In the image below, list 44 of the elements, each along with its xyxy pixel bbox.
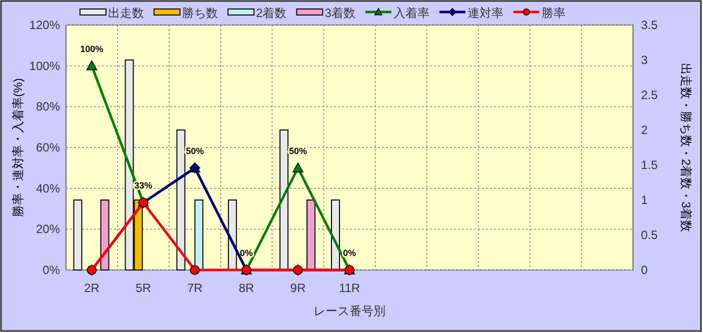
y-axis-title: 勝率・連対率・入着率(%) [11, 78, 25, 217]
data-label: 50% [288, 146, 307, 156]
bar [176, 130, 186, 270]
point [86, 60, 98, 70]
y2-tick-label: 2 [641, 123, 648, 137]
y-tick-label: 20% [36, 222, 60, 236]
x-tick-label: 5R [136, 281, 152, 295]
y2-tick-label: 2.5 [641, 88, 658, 102]
y-tick-label: 120% [29, 18, 60, 32]
y-tick-label: 100% [29, 58, 60, 73]
legend-label: 勝率 [541, 6, 566, 20]
x-tick-label: 8R [238, 281, 254, 295]
y-tick-label: 0% [42, 263, 60, 277]
legend-label: 出走数 [108, 6, 144, 20]
point [292, 162, 304, 172]
y2-tick-label: 3 [641, 53, 648, 67]
y-tick-label: 60% [36, 140, 60, 154]
y2-tick-label: 3.5 [641, 18, 658, 32]
legend-label: 連対率 [467, 6, 504, 20]
y-tick-label: 40% [36, 181, 60, 196]
data-label: 0% [342, 248, 356, 258]
bar [73, 200, 82, 270]
x-tick-label: 9R [290, 281, 306, 295]
x-tick-label: 2R [84, 281, 100, 295]
y2-tick-label: 0.5 [641, 228, 658, 242]
x-tick-label: 7R [187, 281, 203, 295]
legend-label: 3着数 [324, 6, 356, 20]
legend-label: 入着率 [393, 6, 430, 20]
x-axis-title: レース番号別 [314, 304, 386, 318]
x-tick-label: 11R [338, 281, 360, 295]
bar [100, 200, 110, 270]
legend-label: 勝ち数 [182, 6, 218, 20]
bar [306, 200, 316, 270]
point [190, 265, 200, 275]
y2-tick-label: 0 [641, 263, 648, 277]
y2-tick-label: 1 [641, 193, 648, 207]
bar [279, 130, 288, 270]
y-tick-label: 80% [36, 100, 60, 114]
y2-tick-label: 1.5 [641, 158, 658, 172]
data-label: 100% [80, 44, 104, 54]
legend-label: 2着数 [256, 6, 287, 20]
y2-axis-title: 出走数・勝ち数・2着数・3着数 [679, 62, 693, 232]
data-label: 0% [240, 248, 253, 258]
data-label: 50% [186, 146, 204, 156]
